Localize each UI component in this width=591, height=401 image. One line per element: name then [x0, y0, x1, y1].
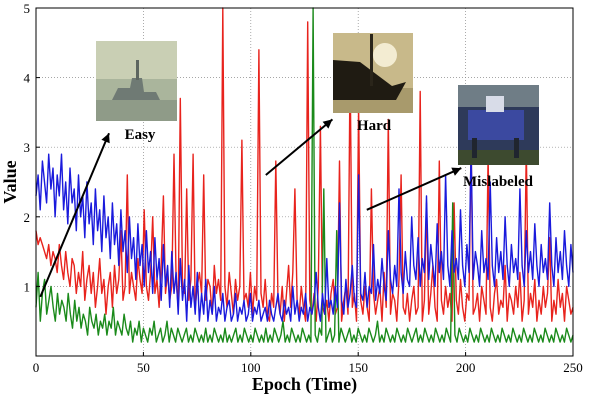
tick-group: 0 50 100 150 200 250 1 2 3 4 5 — [24, 1, 583, 375]
plot-frame — [35, 7, 574, 357]
y-tick-label: 3 — [24, 140, 31, 155]
series-line-3 — [35, 146, 574, 322]
annotation-arrow-line — [265, 118, 334, 176]
annotation-arrow-line — [366, 167, 462, 211]
x-tick-label: 0 — [33, 360, 40, 375]
annotation-label: Hard — [357, 118, 392, 134]
annotation-arrowhead — [322, 119, 333, 129]
series-group — [35, 7, 574, 343]
mislabeled-thumbnail — [458, 85, 539, 165]
y-tick-label: 4 — [24, 71, 31, 86]
easy-thumbnail — [96, 41, 177, 121]
series-line-1 — [35, 7, 574, 322]
x-tick-label: 50 — [137, 360, 150, 375]
series-line-2 — [35, 7, 574, 343]
y-axis-label: Value — [0, 160, 20, 203]
hard-thumbnail — [333, 33, 413, 113]
x-tick-label: 250 — [563, 360, 583, 375]
annotation-arrow-line — [39, 132, 110, 298]
x-tick-label: 100 — [241, 360, 261, 375]
annotation-label: Mislabeled — [463, 174, 534, 190]
annotation-arrowhead — [101, 133, 110, 144]
annotation-group: Easy Hard Mislabeled — [39, 118, 534, 298]
y-tick-label: 5 — [24, 1, 31, 16]
x-tick-label: 150 — [348, 360, 368, 375]
annotation-arrowhead — [451, 167, 462, 176]
y-tick-label: 2 — [24, 210, 31, 225]
y-tick-label: 1 — [24, 279, 31, 294]
annotation-label: Easy — [125, 127, 156, 143]
x-axis-label: Epoch (Time) — [252, 374, 357, 395]
x-tick-label: 200 — [456, 360, 476, 375]
